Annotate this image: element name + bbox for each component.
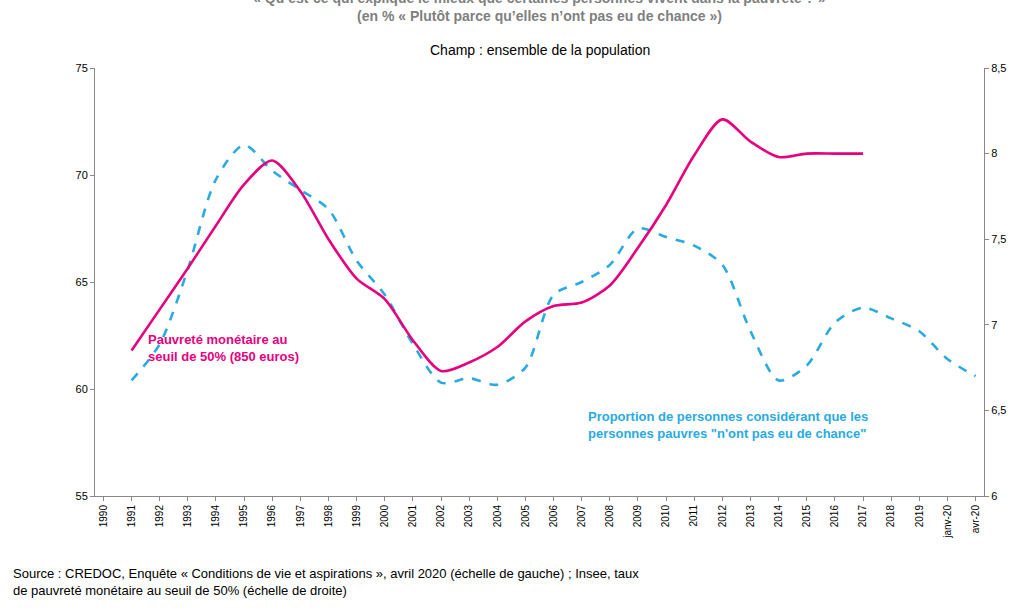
svg-text:1999: 1999 [351, 505, 362, 528]
svg-text:1991: 1991 [126, 505, 137, 528]
svg-text:2018: 2018 [885, 505, 896, 528]
svg-text:2013: 2013 [745, 505, 756, 528]
svg-text:55: 55 [76, 490, 88, 502]
svg-text:2005: 2005 [520, 505, 531, 528]
svg-text:2002: 2002 [435, 505, 446, 528]
svg-text:75: 75 [76, 62, 88, 74]
svg-text:« Qu’est-ce qui explique le mi: « Qu’est-ce qui explique le mieux que ce… [253, 0, 826, 24]
svg-text:1998: 1998 [323, 505, 334, 528]
svg-text:65: 65 [76, 276, 88, 288]
svg-text:1996: 1996 [266, 505, 277, 528]
svg-text:2009: 2009 [632, 505, 643, 528]
svg-text:2003: 2003 [463, 505, 474, 528]
svg-text:6: 6 [991, 490, 997, 502]
svg-text:Pauvreté monétaire auseuil de: Pauvreté monétaire auseuil de 50% (850 e… [148, 332, 299, 364]
svg-text:7: 7 [991, 319, 997, 331]
svg-text:2010: 2010 [660, 505, 671, 528]
svg-text:6,5: 6,5 [991, 404, 1006, 416]
svg-text:2001: 2001 [407, 505, 418, 528]
svg-text:2012: 2012 [717, 505, 728, 528]
svg-text:1995: 1995 [238, 505, 249, 528]
svg-text:1994: 1994 [210, 505, 221, 528]
svg-text:60: 60 [76, 383, 88, 395]
svg-text:1992: 1992 [154, 505, 165, 528]
svg-text:2016: 2016 [829, 505, 840, 528]
svg-text:1990: 1990 [98, 505, 109, 528]
svg-text:Champ : ensemble de la populat: Champ : ensemble de la population [430, 42, 650, 58]
svg-text:8: 8 [991, 147, 997, 159]
svg-text:1993: 1993 [182, 505, 193, 528]
svg-text:2007: 2007 [576, 505, 587, 528]
svg-text:Source : CREDOC, Enquête « Con: Source : CREDOC, Enquête « Conditions de… [13, 566, 639, 598]
svg-text:2008: 2008 [604, 505, 615, 528]
svg-text:janv-20: janv-20 [942, 505, 953, 539]
svg-text:1997: 1997 [295, 505, 306, 528]
svg-text:70: 70 [76, 169, 88, 181]
svg-text:avr-20: avr-20 [970, 505, 981, 534]
svg-text:2000: 2000 [379, 505, 390, 528]
svg-text:8,5: 8,5 [991, 62, 1006, 74]
svg-text:2014: 2014 [773, 505, 784, 528]
svg-text:2006: 2006 [548, 505, 559, 528]
svg-text:2011: 2011 [688, 505, 699, 527]
svg-text:2019: 2019 [914, 505, 925, 528]
svg-text:2004: 2004 [492, 505, 503, 528]
svg-text:Proportion de personnes consid: Proportion de personnes considérant que … [588, 409, 868, 441]
svg-text:7,5: 7,5 [991, 233, 1006, 245]
svg-text:2015: 2015 [801, 505, 812, 528]
svg-text:2017: 2017 [857, 505, 868, 528]
